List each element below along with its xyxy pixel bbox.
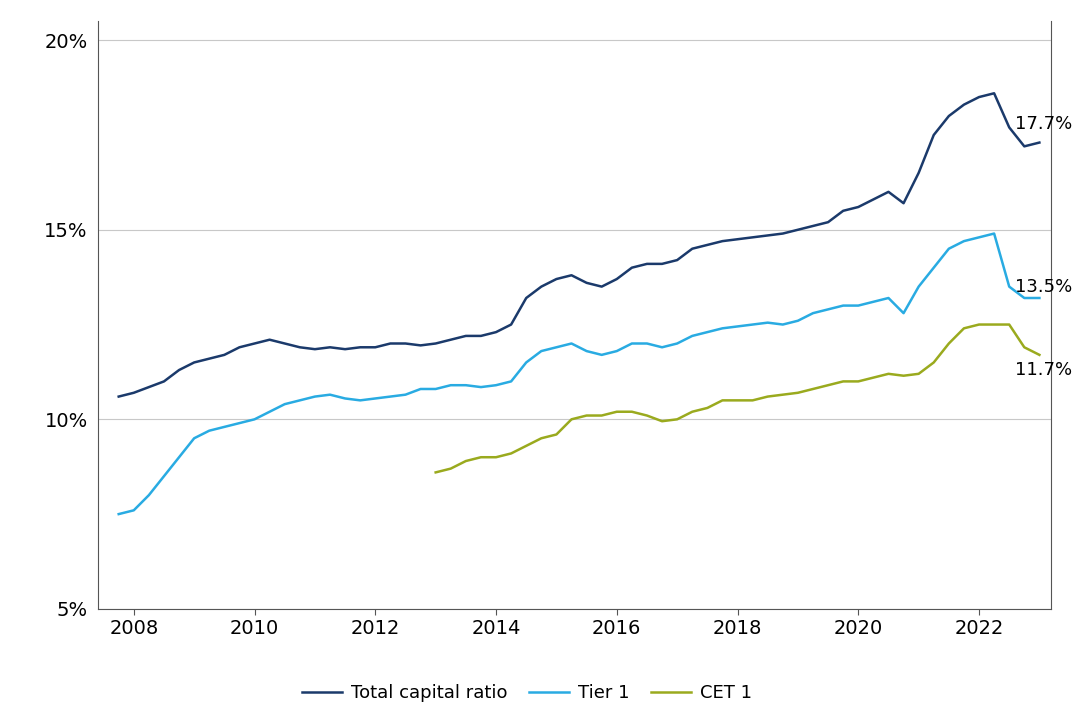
Tier 1 xyxy=(353,396,366,404)
CET 1 xyxy=(957,324,970,333)
CET 1 xyxy=(565,415,578,423)
Tier 1 xyxy=(565,339,578,348)
Tier 1 xyxy=(112,510,125,518)
CET 1 xyxy=(806,384,820,393)
CET 1 xyxy=(1003,320,1016,329)
Total capital ratio xyxy=(188,358,201,367)
CET 1 xyxy=(519,442,532,450)
CET 1 xyxy=(460,457,473,465)
CET 1 xyxy=(746,396,759,404)
CET 1 xyxy=(610,408,623,416)
Line: CET 1: CET 1 xyxy=(436,324,1040,472)
CET 1 xyxy=(731,396,744,404)
Total capital ratio xyxy=(565,271,578,280)
CET 1 xyxy=(444,464,457,473)
CET 1 xyxy=(641,411,654,420)
Tier 1 xyxy=(671,339,684,348)
CET 1 xyxy=(776,390,789,399)
CET 1 xyxy=(837,377,850,386)
Total capital ratio xyxy=(988,89,1001,98)
CET 1 xyxy=(791,389,804,397)
Total capital ratio xyxy=(112,392,125,401)
CET 1 xyxy=(761,392,774,401)
CET 1 xyxy=(1018,343,1031,352)
CET 1 xyxy=(550,430,563,439)
CET 1 xyxy=(625,408,638,416)
Total capital ratio xyxy=(912,169,925,177)
CET 1 xyxy=(927,358,940,367)
Text: 13.5%: 13.5% xyxy=(1016,278,1072,296)
Tier 1 xyxy=(294,396,307,404)
CET 1 xyxy=(988,320,1001,329)
CET 1 xyxy=(882,370,895,378)
CET 1 xyxy=(490,453,503,462)
Text: 17.7%: 17.7% xyxy=(1016,115,1072,132)
Tier 1 xyxy=(188,434,201,442)
CET 1 xyxy=(595,411,608,420)
CET 1 xyxy=(912,370,925,378)
Tier 1 xyxy=(1033,294,1046,302)
Total capital ratio xyxy=(671,256,684,264)
CET 1 xyxy=(429,468,442,476)
CET 1 xyxy=(822,381,835,389)
Text: 11.7%: 11.7% xyxy=(1016,361,1072,379)
Line: Tier 1: Tier 1 xyxy=(118,234,1040,514)
CET 1 xyxy=(475,453,488,462)
CET 1 xyxy=(505,449,518,457)
CET 1 xyxy=(942,339,955,348)
Line: Total capital ratio: Total capital ratio xyxy=(118,93,1040,396)
CET 1 xyxy=(898,372,911,380)
Legend: Total capital ratio, Tier 1, CET 1: Total capital ratio, Tier 1, CET 1 xyxy=(295,677,759,708)
Tier 1 xyxy=(988,229,1001,238)
Total capital ratio xyxy=(353,343,366,352)
CET 1 xyxy=(580,411,593,420)
CET 1 xyxy=(852,377,865,386)
CET 1 xyxy=(671,415,684,423)
CET 1 xyxy=(715,396,728,404)
CET 1 xyxy=(867,373,880,382)
CET 1 xyxy=(972,320,985,329)
CET 1 xyxy=(686,408,699,416)
Total capital ratio xyxy=(1033,138,1046,147)
Total capital ratio xyxy=(294,343,307,352)
Tier 1 xyxy=(912,282,925,291)
CET 1 xyxy=(701,404,714,412)
CET 1 xyxy=(1033,350,1046,359)
CET 1 xyxy=(534,434,547,442)
CET 1 xyxy=(656,417,669,426)
